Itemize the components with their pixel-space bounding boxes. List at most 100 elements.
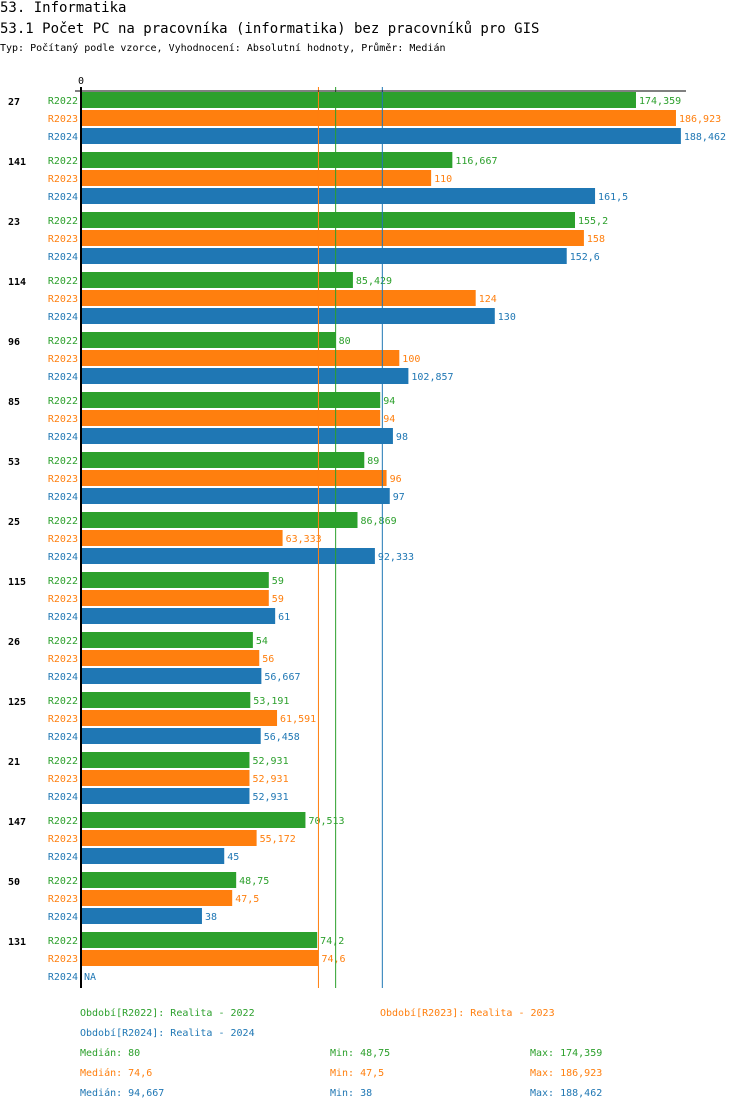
series-label: R2024 [48,612,78,623]
series-label: R2024 [48,552,78,563]
data-label: 53,191 [253,696,289,707]
stat-median-r2022: Medián: 80 [80,1048,141,1059]
data-label: 96 [390,474,402,485]
bar [81,152,453,168]
bar [81,212,576,228]
series-label: R2023 [48,414,78,425]
bar [81,272,353,288]
bar [81,530,283,546]
data-label: 188,462 [684,132,726,143]
series-label: R2023 [48,774,78,785]
series-label: R2023 [48,474,78,485]
data-label: 186,923 [679,114,721,125]
data-label: 158 [587,234,605,245]
bar [81,470,387,486]
category-label: 125 [8,697,26,708]
series-label: R2022 [48,876,78,887]
series-label: R2022 [48,816,78,827]
data-label: 61 [278,612,290,623]
bar [81,812,306,828]
bar [81,608,276,624]
bar [81,188,596,204]
legend-period-r2022: Období[R2022]: Realita - 2022 [80,1008,255,1019]
category-label: 147 [8,817,26,828]
series-label: R2023 [48,594,78,605]
stat-median-r2023: Medián: 74,6 [80,1068,153,1079]
data-label: 59 [272,576,284,587]
data-label: 38 [205,912,217,923]
bar [81,932,318,948]
bar [81,590,269,606]
data-label: 55,172 [260,834,296,845]
chart-subtitle: Typ: Počítaný podle vzorce, Vyhodnocení:… [0,43,446,54]
stat-max-r2023: Max: 186,923 [530,1068,603,1079]
data-label: 80 [339,336,351,347]
series-label: R2023 [48,354,78,365]
bar [81,428,393,444]
series-label: R2023 [48,174,78,185]
series-label: R2022 [48,96,78,107]
series-label: R2024 [48,432,78,443]
bar [81,668,262,684]
series-label: R2023 [48,234,78,245]
data-label: 94 [383,414,395,425]
bar [81,308,495,324]
category-label: 115 [8,577,26,588]
data-label: NA [84,972,96,983]
bar [81,332,336,348]
data-label: 85,429 [356,276,392,287]
series-label: R2024 [48,912,78,923]
data-label: 152,6 [570,252,600,263]
data-label: 130 [498,312,516,323]
series-label: R2022 [48,336,78,347]
category-label: 27 [8,97,20,108]
data-label: 70,513 [308,816,344,827]
bar [81,572,269,588]
series-label: R2023 [48,834,78,845]
stat-min-r2024: Min: 38 [330,1088,373,1099]
data-label: 52,931 [252,756,288,767]
bar [81,848,225,864]
series-label: R2024 [48,972,78,983]
stat-median-r2024: Medián: 94,667 [80,1088,165,1099]
bar [81,752,250,768]
bar [81,710,278,726]
series-label: R2024 [48,852,78,863]
bar [81,128,681,144]
series-label: R2023 [48,714,78,725]
bar [81,650,260,666]
category-label: 96 [8,337,20,348]
data-label: 63,333 [286,534,322,545]
series-label: R2023 [48,894,78,905]
data-label: 161,5 [598,192,628,203]
series-label: R2023 [48,294,78,305]
data-label: 116,667 [455,156,497,167]
bar [81,728,261,744]
data-label: 124 [479,294,497,305]
bar [81,950,319,966]
bar [81,770,250,786]
data-label: 48,75 [239,876,269,887]
chart-title: 53.1 Počet PC na pracovníka (informatika… [0,21,540,37]
stat-min-r2023: Min: 47,5 [330,1068,385,1079]
series-label: R2023 [48,954,78,965]
category-label: 50 [8,877,20,888]
series-label: R2024 [48,492,78,503]
series-label: R2022 [48,576,78,587]
bar [81,512,358,528]
data-label: 100 [402,354,420,365]
series-label: R2022 [48,216,78,227]
series-label: R2024 [48,372,78,383]
category-label: 25 [8,517,20,528]
data-label: 54 [256,636,268,647]
stat-max-r2024: Max: 188,462 [530,1088,603,1099]
data-label: 56 [262,654,274,665]
category-label: 114 [8,277,26,288]
data-label: 98 [396,432,408,443]
series-label: R2022 [48,276,78,287]
series-label: R2023 [48,534,78,545]
category-label: 23 [8,217,20,228]
series-label: R2024 [48,192,78,203]
category-label: 85 [8,397,20,408]
data-label: 86,869 [361,516,397,527]
